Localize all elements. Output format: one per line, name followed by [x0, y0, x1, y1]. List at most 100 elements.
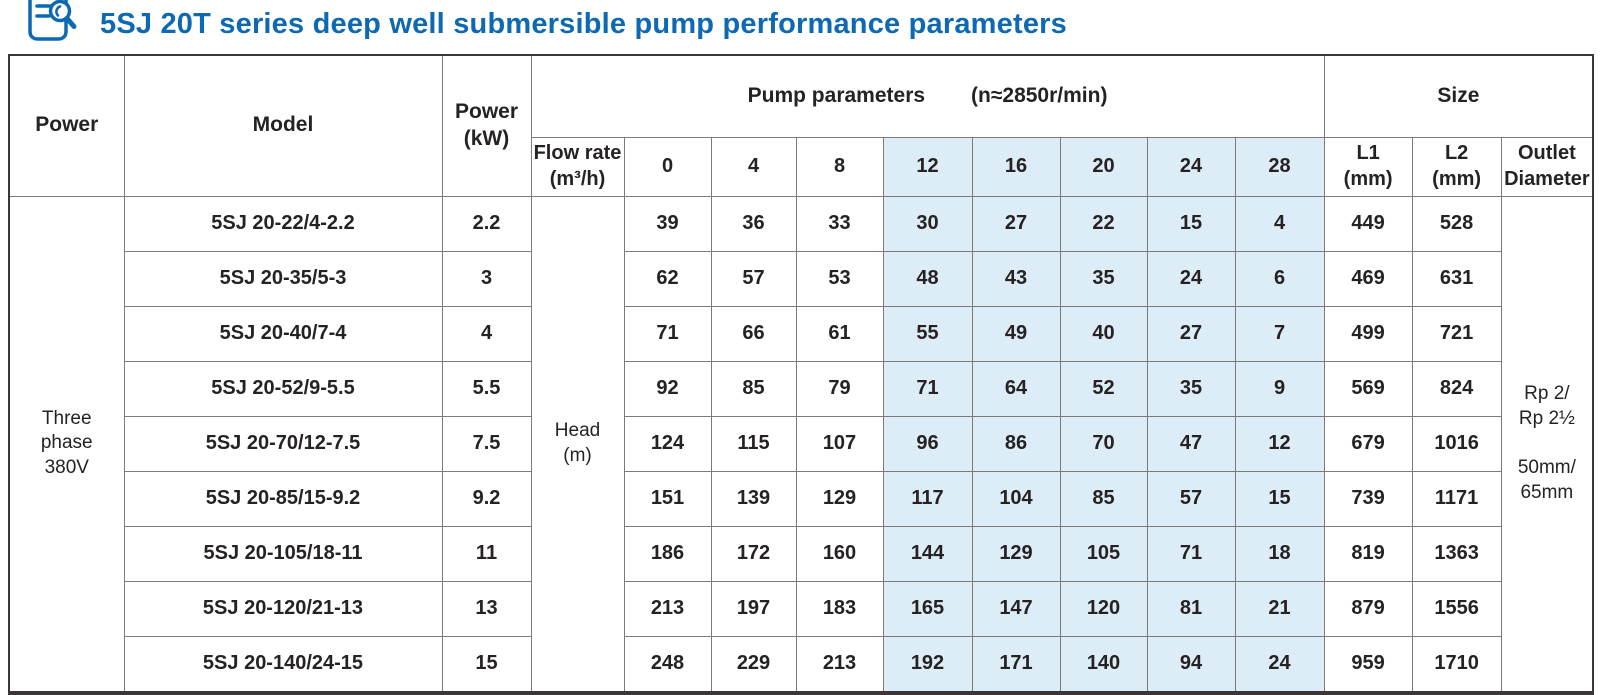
cell-head-20: 52 — [1059, 360, 1148, 417]
header-flow-12: 12 — [882, 136, 973, 197]
header-flow-24: 24 — [1146, 136, 1236, 197]
cell-head-8: 129 — [795, 470, 884, 527]
cell-head-28: 15 — [1234, 470, 1325, 527]
speed-note: (n≈2850r/min) — [971, 83, 1108, 107]
cell-model: 5SJ 20-140/24-15 — [123, 635, 443, 694]
header-flow-20: 20 — [1059, 136, 1148, 197]
cell-l2: 1710 — [1411, 635, 1502, 694]
header-flow-4: 4 — [710, 136, 797, 197]
cell-model: 5SJ 20-85/15-9.2 — [123, 470, 443, 527]
table-row: 5SJ 20-140/24-15 15 248 229 213 192 171 … — [9, 635, 1593, 694]
cell-head-16: 64 — [971, 360, 1061, 417]
cell-l2: 1171 — [1411, 470, 1502, 527]
cell-power-kw: 9.2 — [441, 470, 532, 527]
cell-head-0: 124 — [623, 415, 712, 472]
cell-head-8: 107 — [795, 415, 884, 472]
cell-head-24: 94 — [1146, 635, 1236, 694]
cell-outlet-diameter: Rp 2/ Rp 2½ 50mm/ 65mm — [1500, 195, 1594, 694]
cell-head-4: 36 — [710, 195, 797, 252]
cell-l2: 631 — [1411, 250, 1502, 307]
cell-head-16: 147 — [971, 580, 1061, 637]
header-power: Power — [8, 54, 125, 197]
table-row: 5SJ 20-120/21-13 13 213 197 183 165 147 … — [9, 580, 1593, 637]
cell-head-4: 172 — [710, 525, 797, 582]
cell-head-28: 6 — [1234, 250, 1325, 307]
cell-head-20: 105 — [1059, 525, 1148, 582]
cell-head-28: 21 — [1234, 580, 1325, 637]
cell-power-kw: 11 — [441, 525, 532, 582]
cell-head-20: 22 — [1059, 195, 1148, 252]
cell-l1: 499 — [1323, 305, 1413, 362]
cell-head-0: 213 — [623, 580, 712, 637]
cell-l1: 879 — [1323, 580, 1413, 637]
cell-head-8: 33 — [795, 195, 884, 252]
cell-head-16: 129 — [971, 525, 1061, 582]
cell-head-4: 57 — [710, 250, 797, 307]
cell-power-kw: 5.5 — [441, 360, 532, 417]
cell-l2: 721 — [1411, 305, 1502, 362]
table-body: Three phase 380V 5SJ 20-22/4-2.2 2.2 Head… — [8, 195, 1594, 694]
cell-model: 5SJ 20-70/12-7.5 — [123, 415, 443, 472]
cell-head-24: 35 — [1146, 360, 1236, 417]
cell-power-kw: 7.5 — [441, 415, 532, 472]
cell-power-kw: 3 — [441, 250, 532, 307]
cell-head-4: 85 — [710, 360, 797, 417]
cell-power-kw: 4 — [441, 305, 532, 362]
cell-head-0: 62 — [623, 250, 712, 307]
cell-head-0: 92 — [623, 360, 712, 417]
cell-head-24: 27 — [1146, 305, 1236, 362]
cell-head-0: 71 — [623, 305, 712, 362]
table-header: Power Model Power (kW) Pump parameters (… — [8, 54, 1594, 197]
cell-head-12: 96 — [882, 415, 973, 472]
header-size: Size — [1323, 54, 1594, 138]
cell-l1: 819 — [1323, 525, 1413, 582]
cell-model: 5SJ 20-52/9-5.5 — [123, 360, 443, 417]
cell-head-unit: Head (m) — [530, 195, 625, 694]
header-l2: L2 (mm) — [1411, 136, 1502, 197]
cell-head-28: 12 — [1234, 415, 1325, 472]
header-row-top: Power Model Power (kW) Pump parameters (… — [8, 54, 1594, 197]
cell-model: 5SJ 20-120/21-13 — [123, 580, 443, 637]
header-flow-16: 16 — [971, 136, 1061, 197]
cell-head-20: 35 — [1059, 250, 1148, 307]
cell-head-12: 144 — [882, 525, 973, 582]
cell-head-24: 24 — [1146, 250, 1236, 307]
cell-head-16: 104 — [971, 470, 1061, 527]
cell-l1: 959 — [1323, 635, 1413, 694]
cell-head-4: 115 — [710, 415, 797, 472]
cell-model: 5SJ 20-35/5-3 — [123, 250, 443, 307]
title-bar: 5SJ 20T series deep well submersible pum… — [0, 0, 1600, 54]
cell-head-8: 79 — [795, 360, 884, 417]
cell-head-16: 171 — [971, 635, 1061, 694]
header-flow-28: 28 — [1234, 136, 1325, 197]
cell-head-16: 86 — [971, 415, 1061, 472]
pump-performance-table: Power Model Power (kW) Pump parameters (… — [8, 54, 1595, 695]
header-model: Model — [123, 54, 443, 197]
table-row: 5SJ 20-40/7-4 4 71 66 61 55 49 40 27 7 4… — [9, 305, 1593, 362]
cell-head-12: 55 — [882, 305, 973, 362]
cell-power-kw: 13 — [441, 580, 532, 637]
cell-head-24: 47 — [1146, 415, 1236, 472]
cell-power-kw: 2.2 — [441, 195, 532, 252]
cell-head-8: 53 — [795, 250, 884, 307]
document-magnifier-icon — [28, 0, 77, 41]
cell-l2: 824 — [1411, 360, 1502, 417]
cell-l1: 569 — [1323, 360, 1413, 417]
table-row: Three phase 380V 5SJ 20-22/4-2.2 2.2 Head… — [8, 195, 1594, 694]
cell-head-24: 71 — [1146, 525, 1236, 582]
pump-parameters-label: Pump parameters — [747, 83, 926, 107]
cell-head-8: 213 — [795, 635, 884, 694]
cell-head-20: 120 — [1059, 580, 1148, 637]
cell-head-4: 229 — [710, 635, 797, 694]
header-flow-8: 8 — [795, 136, 884, 197]
cell-head-8: 160 — [795, 525, 884, 582]
header-row-sub: Flow rate (m³/h) 0 4 8 12 16 20 24 28 L1… — [9, 136, 1594, 197]
cell-head-16: 43 — [971, 250, 1061, 307]
table-row: 5SJ 20-70/12-7.5 7.5 124 115 107 96 86 7… — [9, 415, 1593, 472]
cell-head-12: 30 — [882, 195, 973, 252]
table-row: 5SJ 20-105/18-11 11 186 172 160 144 129 … — [9, 525, 1593, 582]
cell-l1: 679 — [1323, 415, 1413, 472]
cell-head-0: 151 — [623, 470, 712, 527]
cell-head-8: 183 — [795, 580, 884, 637]
cell-head-4: 66 — [710, 305, 797, 362]
